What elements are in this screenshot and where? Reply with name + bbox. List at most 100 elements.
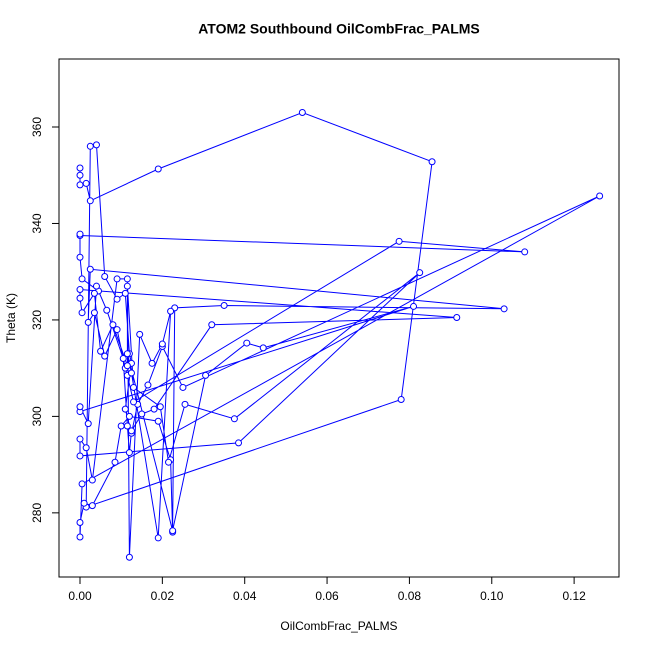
data-point [230, 415, 238, 423]
data-point [101, 352, 109, 360]
data-point [90, 289, 98, 297]
data-point [113, 295, 121, 303]
data-point [111, 458, 119, 466]
data-point [86, 197, 94, 205]
data-point [84, 420, 92, 428]
data-point [179, 383, 187, 391]
data-point [90, 309, 98, 317]
data-point [123, 282, 131, 290]
data-point [76, 518, 84, 526]
data-point [154, 417, 162, 425]
data-point [123, 350, 131, 358]
data-point [208, 321, 216, 329]
y-tick-label: 360 [30, 117, 44, 137]
x-tick-label: 0.02 [151, 589, 175, 603]
data-point [123, 422, 131, 430]
y-tick-label: 340 [30, 213, 44, 233]
data-point [521, 248, 529, 256]
data-point [130, 383, 138, 391]
data-point [220, 301, 228, 309]
data-point [76, 164, 84, 172]
data-point [76, 230, 84, 238]
data-point [130, 398, 138, 406]
data-point [453, 314, 461, 322]
data-point [76, 533, 84, 541]
data-point [127, 369, 135, 377]
data-point [125, 553, 133, 561]
data-point [119, 355, 127, 363]
data-point [76, 253, 84, 261]
data-point [181, 400, 189, 408]
data-point [76, 435, 84, 443]
data-point [86, 265, 94, 273]
data-point [500, 305, 508, 313]
data-point [76, 286, 84, 294]
data-point [395, 237, 403, 245]
data-point [125, 412, 133, 420]
data-point [259, 344, 267, 352]
data-point [92, 141, 100, 149]
data-point [125, 449, 133, 457]
data-point [92, 282, 100, 290]
data-point [109, 321, 117, 329]
x-tick-label: 0.12 [562, 589, 586, 603]
x-tick-label: 0.04 [233, 589, 257, 603]
data-point [298, 109, 306, 117]
data-point [150, 405, 158, 413]
data-point [82, 444, 90, 452]
data-point [127, 427, 135, 435]
x-tick-label: 0.00 [68, 589, 92, 603]
data-point [154, 165, 162, 173]
data-point [136, 330, 144, 338]
x-tick-label: 0.08 [398, 589, 422, 603]
data-point [202, 371, 210, 379]
data-point [80, 499, 88, 507]
data-point [76, 181, 84, 189]
data-point [82, 179, 90, 187]
data-point [76, 403, 84, 411]
data-point [428, 158, 436, 166]
data-point [78, 480, 86, 488]
data-point [148, 359, 156, 367]
data-point [243, 339, 251, 347]
y-tick-label: 300 [30, 406, 44, 426]
data-point [167, 307, 175, 315]
data-point [123, 362, 131, 370]
chart-title: ATOM2 Southbound OilCombFrac_PALMS [198, 21, 480, 37]
data-point [169, 527, 177, 535]
data-point [144, 381, 152, 389]
data-point [97, 347, 105, 355]
data-point [235, 439, 243, 447]
data-point [158, 340, 166, 348]
y-tick-label: 320 [30, 310, 44, 330]
y-tick-label: 280 [30, 503, 44, 523]
y-axis-label: Theta (K) [4, 293, 18, 343]
data-point [76, 294, 84, 302]
data-point [76, 452, 84, 460]
data-point [84, 318, 92, 326]
data-point [103, 306, 111, 314]
data-point [416, 269, 424, 277]
x-axis-label: OilCombFrac_PALMS [280, 619, 397, 633]
data-point [123, 275, 131, 283]
data-point [410, 302, 418, 310]
data-point [596, 192, 604, 200]
data-point [86, 142, 94, 150]
x-tick-label: 0.10 [480, 589, 504, 603]
data-point [88, 502, 96, 510]
data-point [138, 410, 146, 418]
data-point [113, 326, 121, 334]
x-tick-label: 0.06 [315, 589, 339, 603]
data-point [117, 422, 125, 430]
data-point [78, 309, 86, 317]
data-point [165, 458, 173, 466]
data-point [121, 289, 129, 297]
data-point [154, 534, 162, 542]
data-point [113, 275, 121, 283]
data-line [79, 111, 600, 558]
data-point [78, 275, 86, 283]
data-point [156, 403, 164, 411]
data-point [397, 396, 405, 404]
data-point [101, 273, 109, 281]
